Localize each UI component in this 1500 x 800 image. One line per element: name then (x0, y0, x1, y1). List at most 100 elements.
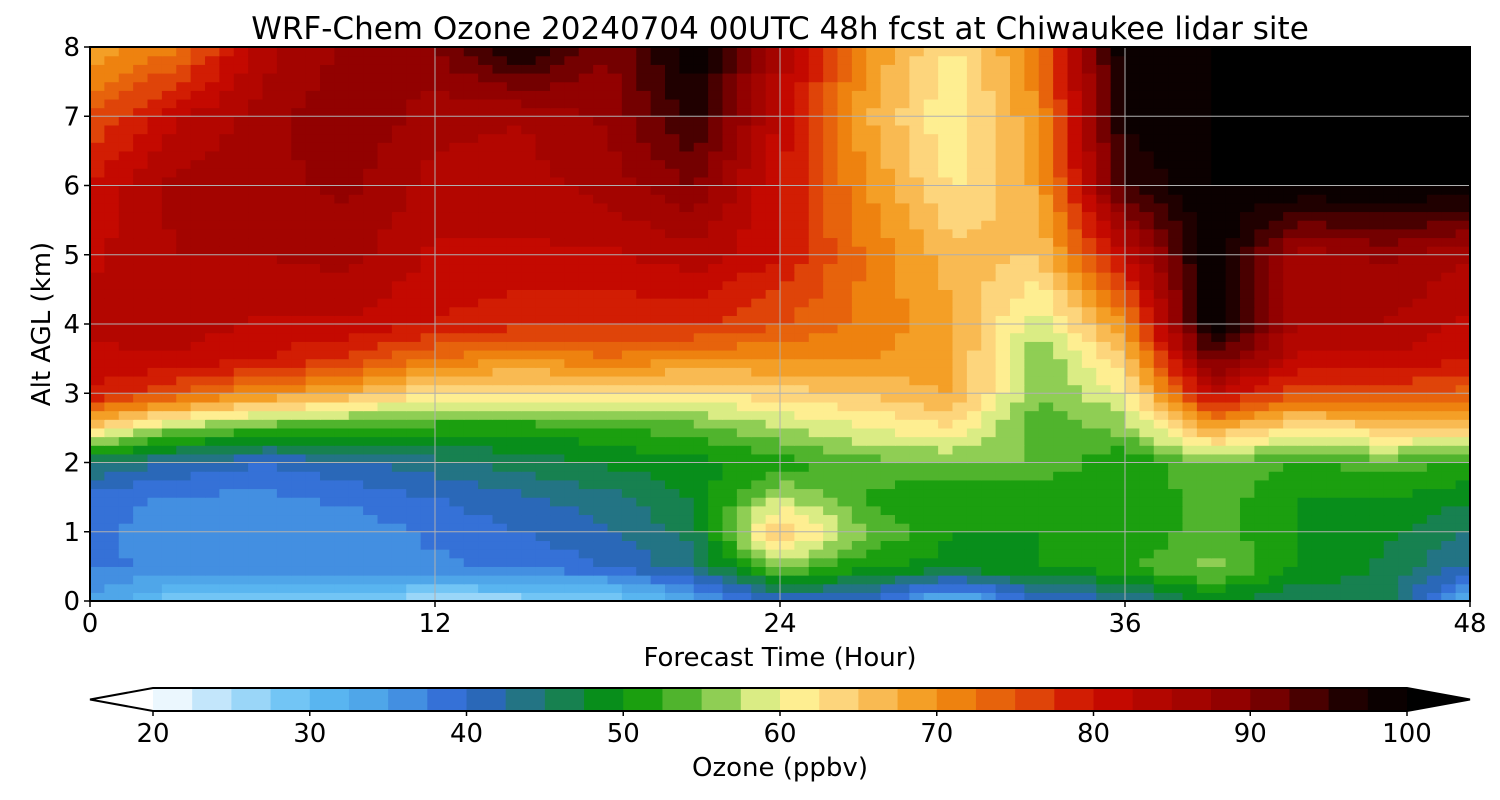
heatmap-cell (780, 575, 795, 585)
heatmap-cell (938, 557, 954, 567)
heatmap-cell (1125, 384, 1140, 394)
heatmap-cell (161, 427, 177, 438)
heatmap-cell (1225, 523, 1241, 533)
heatmap-cell (305, 419, 321, 429)
heatmap-cell (391, 592, 407, 602)
heatmap-cell (492, 497, 508, 507)
heatmap-cell (535, 358, 551, 368)
heatmap-cell (1426, 289, 1442, 299)
heatmap-cell (1326, 194, 1342, 204)
heatmap-cell (377, 549, 393, 559)
heatmap-cell (1311, 272, 1327, 282)
heatmap-cell (1125, 488, 1140, 498)
heatmap-cell (966, 237, 982, 247)
heatmap-cell (1196, 211, 1212, 221)
heatmap-cell (1297, 298, 1313, 308)
heatmap-cell (636, 497, 652, 507)
heatmap-cell (1311, 150, 1327, 161)
heatmap-cell (722, 436, 738, 446)
heatmap-cell (291, 159, 307, 169)
heatmap-cell (851, 375, 867, 386)
heatmap-cell (765, 150, 781, 161)
heatmap-cell (1355, 549, 1370, 559)
heatmap-cell (1254, 306, 1270, 316)
heatmap-cell (363, 419, 379, 429)
heatmap-cell (995, 583, 1011, 593)
heatmap-cell (765, 298, 781, 308)
heatmap-cell (650, 237, 666, 247)
heatmap-cell (176, 453, 192, 464)
heatmap-cell (938, 445, 954, 455)
heatmap-cell (1182, 237, 1198, 247)
heatmap-cell (190, 505, 206, 516)
heatmap-cell (348, 592, 364, 602)
heatmap-cell (377, 557, 393, 567)
heatmap-cell (435, 540, 450, 550)
heatmap-cell (248, 592, 264, 602)
heatmap-cell (449, 263, 465, 273)
heatmap-cell (808, 341, 824, 351)
heatmap-cell (823, 393, 839, 403)
heatmap-cell (1311, 324, 1327, 334)
heatmap-cell (1383, 332, 1399, 342)
heatmap-cell (176, 592, 192, 602)
heatmap-cell (420, 523, 436, 533)
heatmap-cell (1398, 159, 1414, 169)
heatmap-cell (406, 375, 422, 386)
heatmap-cell (923, 176, 939, 187)
heatmap-cell (1383, 401, 1399, 412)
heatmap-cell (1211, 531, 1227, 542)
heatmap-cell (607, 367, 623, 377)
heatmap-cell (276, 592, 292, 602)
heatmap-cell (1010, 479, 1025, 490)
heatmap-cell (895, 462, 910, 472)
heatmap-cell (909, 540, 925, 550)
heatmap-cell (1153, 185, 1169, 195)
heatmap-cell (966, 557, 982, 567)
heatmap-cell (1053, 419, 1069, 429)
heatmap-cell (492, 592, 508, 602)
heatmap-cell (391, 159, 407, 169)
heatmap-cell (1398, 358, 1414, 368)
heatmap-cell (363, 445, 379, 455)
heatmap-cell (981, 306, 997, 316)
heatmap-cell (1211, 263, 1227, 273)
heatmap-cell (1211, 523, 1227, 533)
heatmap-cell (981, 349, 997, 360)
heatmap-cell (679, 479, 695, 490)
heatmap-cell (708, 220, 724, 230)
heatmap-cell (248, 237, 264, 247)
heatmap-cell (219, 462, 235, 472)
heatmap-cell (1340, 479, 1356, 490)
heatmap-cell (995, 202, 1011, 213)
heatmap-cell (866, 497, 882, 507)
heatmap-cell (1196, 566, 1212, 576)
heatmap-cell (665, 349, 680, 360)
heatmap-cell (161, 514, 177, 524)
heatmap-cell (1240, 505, 1255, 516)
heatmap-cell (593, 315, 609, 325)
heatmap-cell (1110, 462, 1126, 472)
heatmap-cell (104, 375, 120, 386)
heatmap-cell (1340, 159, 1356, 169)
heatmap-cell (621, 393, 637, 403)
heatmap-cell (305, 159, 321, 169)
heatmap-cell (248, 531, 264, 542)
heatmap-cell (506, 410, 522, 420)
heatmap-cell (1326, 575, 1342, 585)
heatmap-cell (118, 375, 134, 386)
heatmap-cell (176, 367, 192, 377)
heatmap-cell (1225, 298, 1241, 308)
heatmap-cell (679, 237, 695, 247)
heatmap-cell (463, 479, 479, 490)
heatmap-cell (1340, 540, 1356, 550)
heatmap-cell (981, 401, 997, 412)
heatmap-cell (995, 505, 1011, 516)
heatmap-cell (161, 540, 177, 550)
heatmap-cell (1038, 168, 1054, 178)
heatmap-cell (1355, 150, 1370, 161)
heatmap-cell (1211, 280, 1227, 290)
heatmap-cell (1139, 410, 1155, 420)
heatmap-cell (765, 540, 781, 550)
heatmap-cell (679, 211, 695, 221)
